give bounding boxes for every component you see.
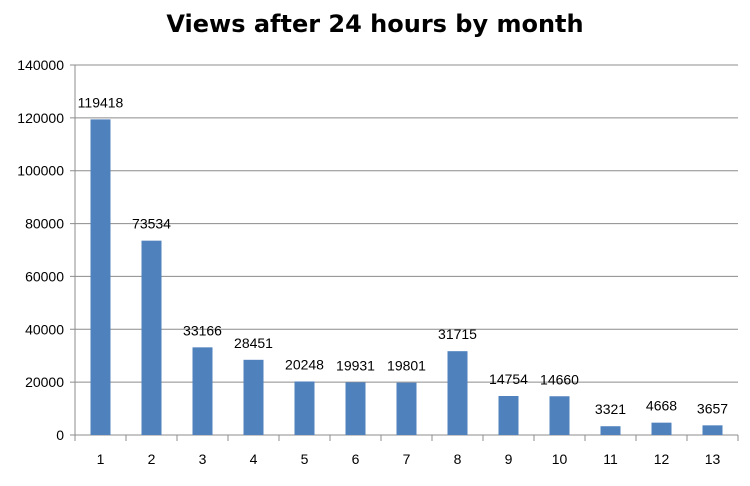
y-tick-label: 100000 [17, 163, 64, 179]
data-label: 14754 [489, 371, 528, 387]
x-tick-label: 8 [454, 451, 462, 467]
data-label: 73534 [132, 216, 171, 232]
bar [90, 119, 111, 435]
y-tick-label: 20000 [25, 374, 64, 390]
data-label: 19931 [336, 357, 375, 373]
bar [243, 359, 264, 435]
data-label: 31715 [438, 326, 477, 342]
bar [345, 382, 366, 435]
y-tick-label: 120000 [17, 110, 64, 126]
x-tick-label: 2 [148, 451, 156, 467]
bar [498, 396, 519, 435]
data-label: 3657 [697, 400, 728, 416]
x-tick-label: 12 [654, 451, 670, 467]
data-label: 19801 [387, 358, 426, 374]
data-label: 4668 [646, 398, 677, 414]
x-tick-label: 11 [603, 451, 618, 467]
x-tick-label: 10 [552, 451, 568, 467]
data-label: 3321 [595, 401, 626, 417]
bar [192, 347, 213, 435]
data-label: 14660 [540, 371, 579, 387]
y-tick-label: 80000 [25, 216, 64, 232]
bar [447, 351, 468, 435]
data-label: 20248 [285, 356, 324, 372]
data-label: 33166 [183, 322, 222, 338]
bar [549, 396, 570, 435]
x-tick-label: 1 [97, 451, 105, 467]
bar [702, 425, 723, 435]
bar [600, 426, 621, 435]
x-tick-label: 4 [250, 451, 258, 467]
x-tick-label: 13 [705, 451, 721, 467]
chart-title: Views after 24 hours by month [166, 10, 584, 38]
data-label: 119418 [78, 94, 124, 110]
bar [651, 422, 672, 435]
x-tick-label: 7 [403, 451, 411, 467]
bar [396, 382, 417, 435]
bar [294, 381, 315, 435]
x-tick-label: 9 [505, 451, 513, 467]
bar [141, 240, 162, 435]
y-tick-label: 140000 [17, 57, 64, 73]
x-tick-label: 3 [199, 451, 207, 467]
x-tick-label: 6 [352, 451, 360, 467]
x-tick-label: 5 [301, 451, 309, 467]
data-label: 28451 [234, 335, 273, 351]
y-tick-label: 60000 [25, 268, 64, 284]
y-tick-label: 0 [56, 427, 64, 443]
y-tick-label: 40000 [25, 321, 64, 337]
